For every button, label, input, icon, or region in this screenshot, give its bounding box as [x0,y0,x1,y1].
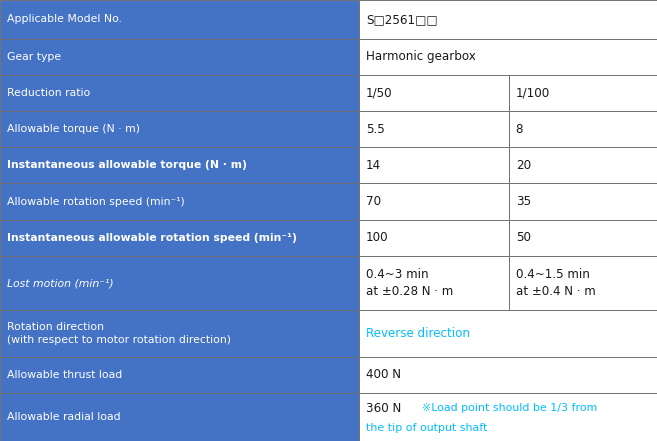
Text: S□2561□□: S□2561□□ [366,13,438,26]
Text: 0.4~3 min
at ±0.28 N · m: 0.4~3 min at ±0.28 N · m [366,268,453,298]
Bar [509,183,657,220]
Bar [0,147,359,183]
Bar [0,183,359,220]
Text: Allowable torque (N · m): Allowable torque (N · m) [7,124,139,134]
Bar [359,357,657,393]
Text: Instantaneous allowable torque (N · m): Instantaneous allowable torque (N · m) [7,161,246,170]
Bar [359,393,657,441]
Bar [509,111,657,147]
Bar [509,220,657,256]
Bar [359,183,509,220]
Text: 360 N: 360 N [366,402,401,415]
Bar [509,256,657,310]
Text: Rotation direction
(with respect to motor rotation direction): Rotation direction (with respect to moto… [7,322,231,345]
Text: 1/50: 1/50 [366,86,393,100]
Bar [0,357,359,393]
Text: 14: 14 [366,159,381,172]
Text: 8: 8 [516,123,523,136]
Text: 0.4~1.5 min
at ±0.4 N · m: 0.4~1.5 min at ±0.4 N · m [516,268,595,298]
Text: 50: 50 [516,231,531,244]
Bar [0,310,359,357]
Text: Allowable thrust load: Allowable thrust load [7,370,122,380]
Bar [0,393,359,441]
Bar [509,147,657,183]
Text: Applicable Model No.: Applicable Model No. [7,15,122,24]
Text: the tip of output shaft: the tip of output shaft [366,422,487,433]
Bar [0,75,359,111]
Text: Allowable radial load: Allowable radial load [7,412,120,422]
Bar [0,111,359,147]
Text: Reduction ratio: Reduction ratio [7,88,90,98]
Text: Reverse direction: Reverse direction [366,327,470,340]
Bar [0,39,359,75]
Text: Harmonic gearbox: Harmonic gearbox [366,50,476,64]
Bar [359,256,509,310]
Text: 20: 20 [516,159,531,172]
Text: 35: 35 [516,195,531,208]
Text: Lost motion (min⁻¹): Lost motion (min⁻¹) [7,278,113,288]
Bar [359,75,509,111]
Bar [359,147,509,183]
Text: 70: 70 [366,195,381,208]
Bar [0,0,359,39]
Text: Allowable rotation speed (min⁻¹): Allowable rotation speed (min⁻¹) [7,197,185,206]
Text: ※Load point should be 1/3 from: ※Load point should be 1/3 from [422,404,597,413]
Text: 100: 100 [366,231,388,244]
Bar [359,310,657,357]
Bar [359,39,657,75]
Bar [359,111,509,147]
Text: 5.5: 5.5 [366,123,385,136]
Text: Gear type: Gear type [7,52,60,62]
Bar [359,0,657,39]
Text: 1/100: 1/100 [516,86,550,100]
Text: Instantaneous allowable rotation speed (min⁻¹): Instantaneous allowable rotation speed (… [7,233,296,243]
Bar [359,220,509,256]
Text: 400 N: 400 N [366,368,401,381]
Bar [509,75,657,111]
Bar [0,220,359,256]
Bar [0,256,359,310]
